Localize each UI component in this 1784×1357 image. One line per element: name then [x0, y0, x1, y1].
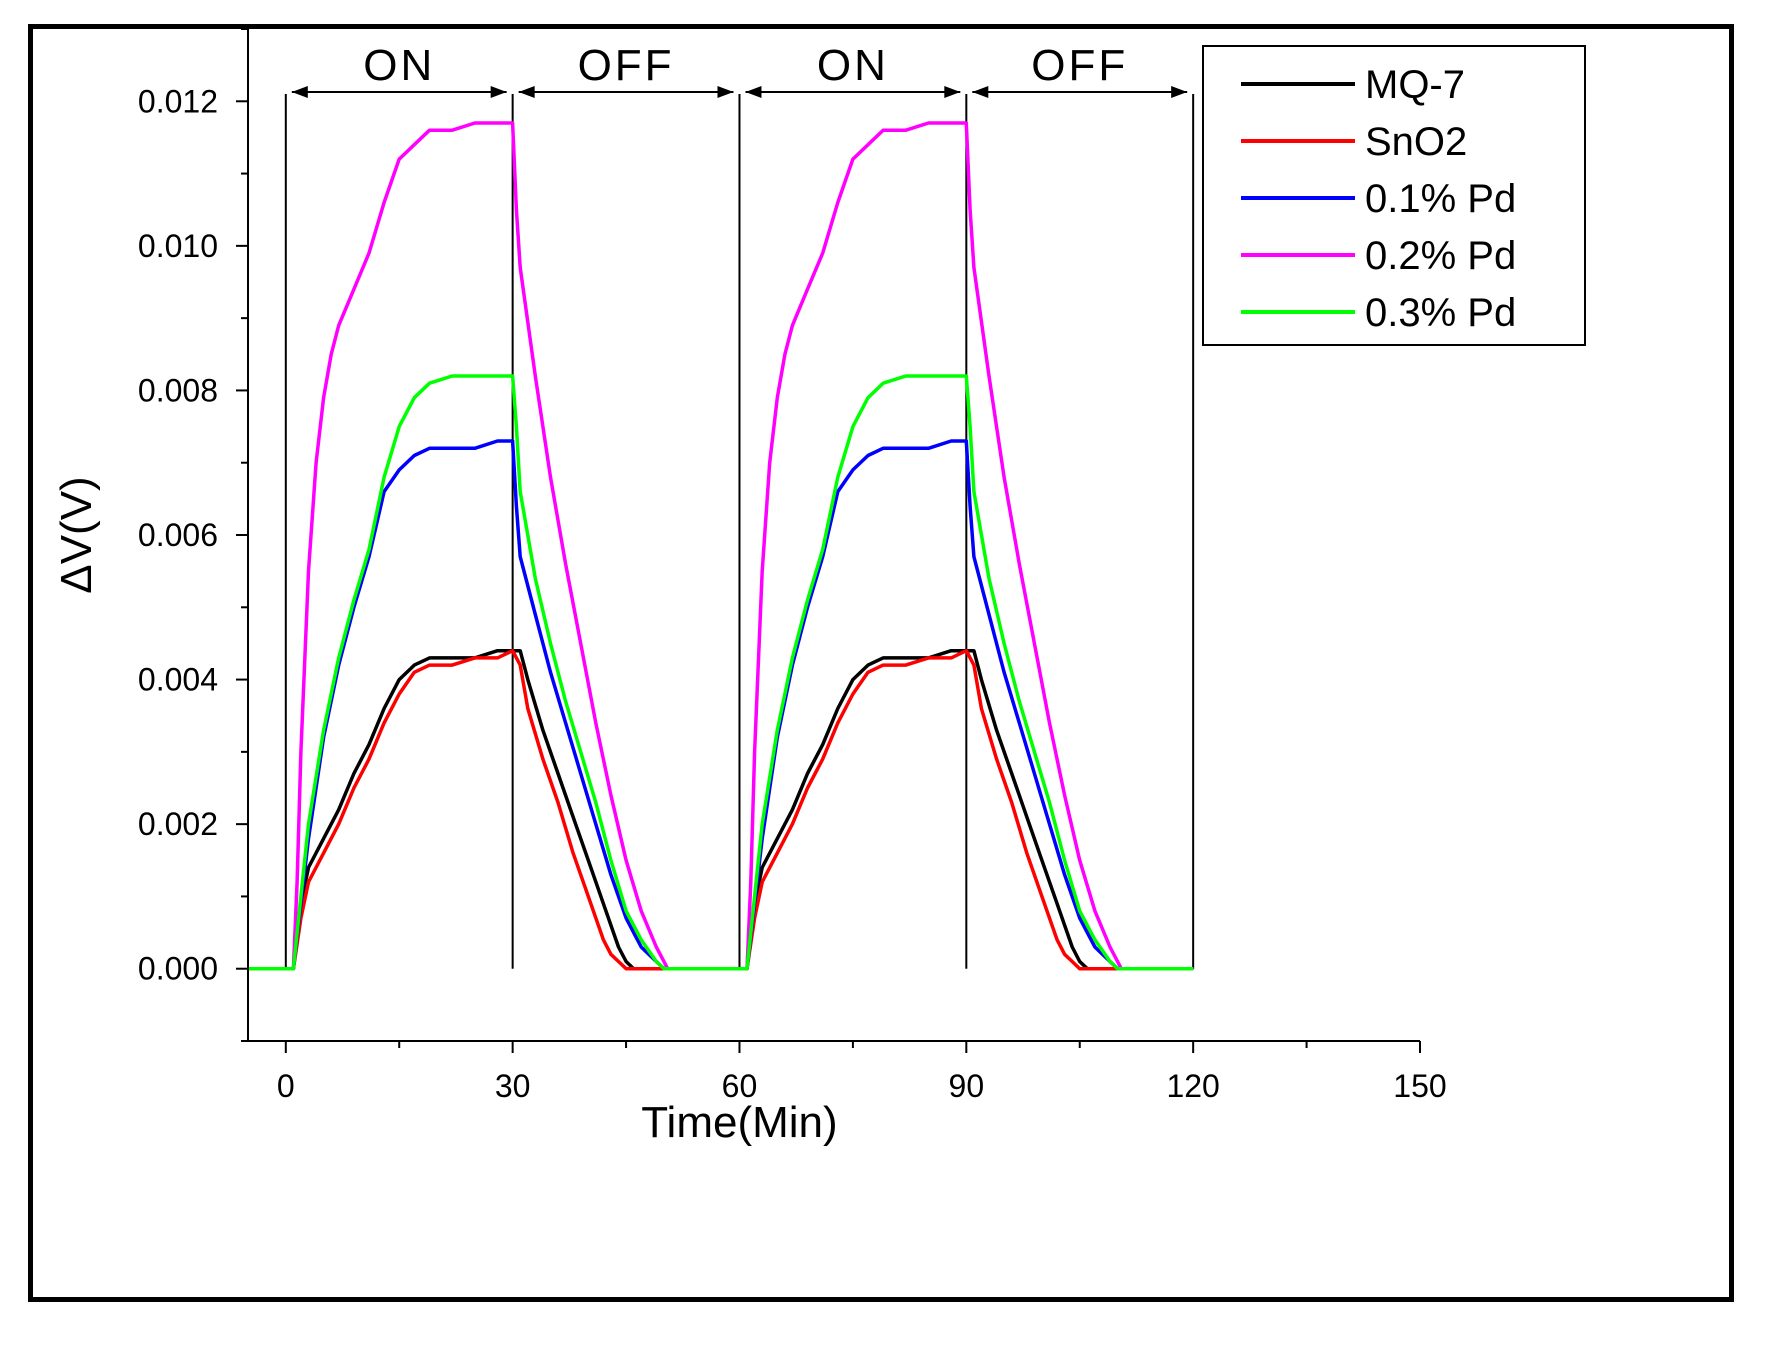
y-tick-label: 0.010 [138, 228, 218, 264]
phase-arrow-head-right [944, 86, 961, 99]
phase-arrow-head-left [745, 86, 762, 99]
x-axis-title: Time(Min) [641, 1098, 837, 1147]
legend: MQ-7 SnO2 0.1% Pd 0.2% Pd 0.3% Pd [1202, 45, 1586, 346]
phase-label: ON [363, 41, 435, 90]
y-tick-label: 0.002 [138, 806, 218, 842]
legend-label: MQ-7 [1365, 63, 1465, 107]
y-tick-label: 0.008 [138, 372, 218, 408]
x-tick-label: 150 [1393, 1068, 1446, 1104]
phase-markers: ON OFF ON OFF [284, 41, 1195, 969]
series-line-0-3-pd [248, 374, 1194, 971]
legend-label: 0.2% Pd [1365, 234, 1516, 278]
x-tick-label: 60 [722, 1068, 758, 1104]
legend-label: 0.3% Pd [1365, 291, 1516, 335]
phase-arrow-head-right [490, 86, 507, 99]
y-tick-label: 0.012 [138, 83, 218, 119]
phase-arrow-head-left [518, 86, 535, 99]
phase-label: OFF [578, 41, 675, 90]
x-tick-label: 90 [949, 1068, 985, 1104]
phase-arrow-head-left [972, 86, 989, 99]
legend-box [1202, 45, 1586, 346]
x-tick-label: 30 [495, 1068, 531, 1104]
series-line-0-2-pd [248, 121, 1194, 971]
phase-arrow-head-right [1171, 86, 1188, 99]
phase-label: OFF [1031, 41, 1128, 90]
line-chart: ON OFF ON OFF 0 30 60 90 120 1500.0000.0020.0040… [52, 29, 1586, 1147]
x-tick-label: 120 [1166, 1068, 1219, 1104]
phase-label: ON [817, 41, 889, 90]
y-tick-label: 0.004 [138, 662, 218, 698]
phase-arrow-head-right [717, 86, 734, 99]
series-lines [248, 121, 1194, 971]
legend-label: 0.1% Pd [1365, 177, 1516, 221]
axis-ticks: 0 30 60 90 120 150 0.000 0.002 0.004 0.006 0.008 0.… [138, 29, 1447, 1104]
phase-arrow-head-left [291, 86, 308, 99]
y-tick-label: 0.000 [138, 951, 218, 987]
chart-frame: ON OFF ON OFF 0 30 60 90 120 150 0.000 0.002 0.004 0… [28, 24, 1734, 1302]
x-tick-label: 0 [277, 1068, 295, 1104]
y-axis-title: ΔV(V) [52, 476, 101, 593]
legend-label: SnO2 [1365, 120, 1467, 164]
y-tick-label: 0.006 [138, 517, 218, 553]
